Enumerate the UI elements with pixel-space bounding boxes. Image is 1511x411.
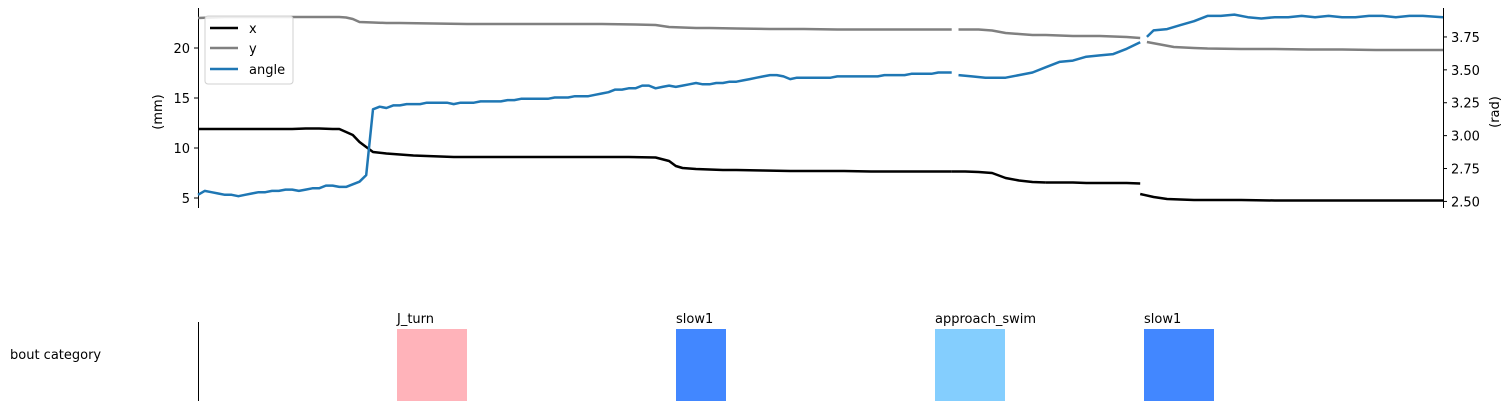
series-x-segment-3 — [1139, 192, 1443, 202]
bout-bar-label: slow1 — [676, 312, 713, 327]
bout-category-label: bout category — [10, 348, 101, 363]
series-y-segment-2 — [1146, 40, 1443, 52]
left-axis-label: (mm) — [151, 94, 166, 129]
left-tick-label: 5 — [182, 192, 190, 207]
series-angle-segment-0 — [197, 71, 952, 198]
right-tick-label: 2.75 — [1451, 163, 1480, 178]
right-tick-label: 3.00 — [1451, 130, 1480, 145]
legend-label-x: x — [249, 22, 257, 37]
series-x-segment-2 — [1045, 181, 1141, 185]
bout-bar-label: slow1 — [1144, 312, 1181, 327]
legend-label-y: y — [249, 42, 257, 57]
left-tick-label: 20 — [173, 42, 190, 57]
bout-bar-label: J_turn — [396, 312, 434, 327]
series-y-segment-1 — [958, 28, 1141, 40]
bout-category-chart: bout category J_turn slow1 approach_swim sl… — [10, 312, 1214, 401]
legend: x y angle — [204, 15, 294, 85]
right-tick-label: 3.50 — [1451, 64, 1480, 79]
series-x-segment-1 — [951, 170, 1046, 184]
right-tick-label: 3.75 — [1451, 31, 1480, 46]
bout-bar-approach-swim — [935, 329, 1005, 401]
series-x-segment-0 — [198, 127, 952, 173]
bout-bar-slow1 — [1144, 329, 1214, 401]
series-angle-segment-1 — [958, 41, 1141, 79]
series-lines — [197, 13, 1444, 202]
series-y-segment-0 — [197, 15, 952, 31]
bout-bar-slow1 — [676, 329, 726, 401]
bout-bar-J-turn — [397, 329, 467, 401]
bout-bar-label: approach_swim — [935, 312, 1036, 327]
right-axis-label: (rad) — [1488, 96, 1503, 128]
right-tick-label: 3.25 — [1451, 97, 1480, 112]
legend-box — [204, 15, 294, 85]
right-tick-label: 2.50 — [1451, 195, 1480, 210]
left-tick-label: 10 — [173, 142, 190, 157]
bout-bars: J_turn slow1 approach_swim slow1 — [396, 312, 1214, 401]
series-angle-segment-2 — [1146, 13, 1444, 38]
right-axis-ticks: 2.50 2.75 3.00 3.25 3.50 3.75 — [1443, 31, 1480, 210]
legend-label-angle: angle — [249, 63, 285, 78]
trajectory-chart: 5 10 15 20 2.50 2.75 3.00 3.25 3.50 3.75 (mm) (r… — [151, 8, 1503, 210]
left-axis-ticks: 5 10 15 20 — [173, 42, 198, 207]
left-tick-label: 15 — [173, 92, 190, 107]
